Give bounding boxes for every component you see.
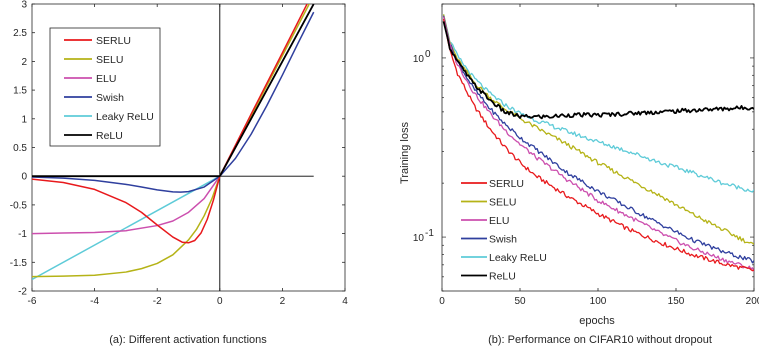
panel-a-legend-label-swish: Swish — [96, 92, 124, 104]
panel-b-series-leaky-relu-line — [442, 14, 754, 193]
panel-b-legend-label-selu: SELU — [489, 197, 516, 209]
panel-b-plot-frame — [441, 3, 755, 292]
panel-a-x-tick-label: -4 — [90, 296, 99, 307]
panel-b-x-axis-title: epochs — [579, 315, 615, 327]
panel-a-x-tick-label: 2 — [280, 296, 286, 307]
panel-b-series-elu-line — [442, 16, 754, 272]
panel-a-y-tick-label: 2.5 — [13, 28, 27, 39]
panel-b-caption: (b): Performance on CIFAR10 without drop… — [488, 334, 712, 346]
panel-a-x-tick-label: 0 — [217, 296, 223, 307]
panel-a-series-relu-line — [32, 4, 315, 178]
panel-b-training-loss: epochs Training loss (b): Performance on… — [399, 3, 759, 346]
panel-b-series-serlu-line — [442, 18, 754, 272]
panel-a-legend-label-serlu: SERLU — [96, 35, 131, 47]
panel-b-legend-label-leaky-relu: Leaky ReLU — [489, 252, 547, 264]
panel-a-y-tick-label: 1.5 — [13, 86, 27, 97]
panel-a-y-tick-label: -0.5 — [10, 200, 28, 211]
panel-a-legend-label-relu: ReLU — [96, 130, 123, 142]
panel-b-y-tick-exponent: -1 — [425, 228, 434, 239]
panel-b-legend-label-swish: Swish — [489, 234, 517, 246]
panel-a-legend-label-selu: SELU — [96, 54, 123, 66]
panel-b-series-relu-line — [442, 21, 754, 120]
panel-a-y-tick-label: 2 — [21, 57, 27, 68]
panel-b-y-tick-label: 10 — [413, 54, 425, 65]
panel-a-y-tick-label: -1 — [18, 229, 27, 240]
panel-a-y-tick-label: -2 — [18, 287, 27, 298]
panel-b-x-tick-label: 200 — [746, 296, 759, 307]
panel-a-x-tick-label: -6 — [28, 296, 37, 307]
panel-a-legend-label-leaky-relu: Leaky ReLU — [96, 111, 154, 123]
panel-b-x-tick-label: 0 — [439, 296, 445, 307]
panel-a-y-tick-label: 0.5 — [13, 143, 27, 154]
panel-b-legend-label-elu: ELU — [489, 215, 509, 227]
panel-a-caption: (a): Different activation functions — [109, 334, 267, 346]
panel-a-y-tick-label: -1.5 — [10, 258, 28, 269]
panel-b-x-tick-label: 150 — [668, 296, 685, 307]
panel-b-x-tick-label: 50 — [514, 296, 526, 307]
panel-a-legend-box — [49, 27, 161, 147]
panel-a-x-tick-label: 4 — [342, 296, 348, 307]
panel-b-y-tick-label: 10 — [413, 233, 425, 244]
panel-a-x-tick-label: -2 — [153, 296, 162, 307]
panel-a-activation-functions: (a): Different activation functions -6 -4… — [10, 0, 348, 346]
panel-a-legend-label-elu: ELU — [96, 73, 116, 85]
panel-a-y-tick-label: 0 — [21, 172, 27, 183]
panel-b-y-tick-exponent: 0 — [425, 49, 431, 60]
panel-b-legend-label-serlu: SERLU — [489, 178, 524, 190]
panel-a-series-swish-line — [32, 11, 315, 193]
panel-b-series-selu-line — [442, 14, 754, 245]
panel-b-legend-label-relu: ReLU — [489, 271, 516, 283]
panel-b-x-tick-label: 100 — [590, 296, 607, 307]
panel-b-y-axis-title: Training loss — [399, 122, 411, 184]
panel-a-y-tick-label: 1 — [21, 114, 27, 125]
panel-a-y-tick-label: 3 — [21, 0, 27, 11]
panel-b-series-swish-line — [442, 15, 754, 264]
